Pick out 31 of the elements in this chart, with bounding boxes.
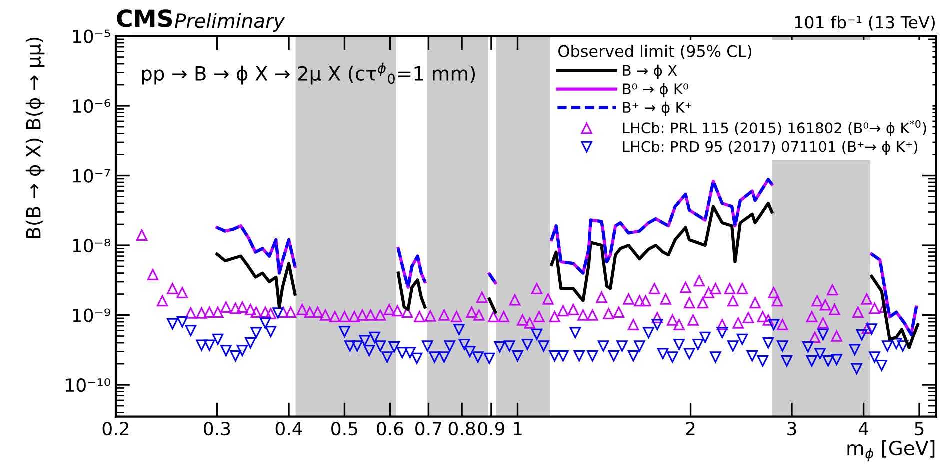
chart-subtitle: Preliminary [174, 13, 286, 32]
legend-label: B⁰ → ϕ K⁰ [623, 83, 688, 98]
x-tick-label: 0.7 [416, 422, 442, 436]
x-tick-label: 0.8 [448, 422, 476, 436]
y-tick-label: 10⁻⁵ [73, 30, 110, 44]
y-tick-label: 10⁻⁹ [73, 308, 110, 322]
x-tick-label: 5 [915, 422, 924, 436]
x-tick-label: 1 [514, 422, 522, 436]
x-tick-label: 3 [788, 422, 796, 436]
x-tick-label: 0.6 [377, 422, 404, 436]
legend-label: LHCb: PRL 115 (2015) 161802 (B⁰→ ϕ K$^{*0}$) [623, 120, 926, 137]
x-tick-label: 0.2 [102, 422, 129, 436]
legend-label: B → ϕ X [623, 64, 678, 79]
legend-label: LHCb: PRD 95 (2017) 071101 (B⁺→ ϕ K⁺) [623, 141, 918, 156]
x-tick-label: 0.5 [332, 422, 358, 436]
x-tick-label: 0.3 [204, 422, 230, 436]
chart-title: CMS [117, 10, 172, 28]
y-axis-title: B(B → ϕ X) B(ϕ → μμ) [26, 38, 45, 238]
y-tick-label: 10⁻⁸ [73, 238, 110, 253]
y-tick-label: 10⁻⁶ [73, 99, 111, 114]
y-tick-label: 10⁻¹⁰ [66, 378, 110, 392]
text: 101 fb⁻¹ (13 TeV) [795, 16, 935, 31]
annotation: pp → B → ϕ X → 2μ X (cτ$^{ϕ}$$_{0}$=1 mm) [142, 62, 476, 85]
legend-label: B⁺ → ϕ K⁺ [623, 102, 692, 116]
x-tick-label: 2 [686, 422, 695, 436]
x-tick-label: 0.9 [478, 422, 505, 436]
x-axis-title: m$_{ϕ}$ [GeV] [848, 440, 935, 462]
x-tick-label: 4 [858, 422, 869, 436]
legend-title: Observed limit (95% CL) [558, 45, 752, 60]
x-tick-label: 0.4 [276, 422, 302, 436]
y-tick-label: 10⁻⁷ [73, 169, 110, 183]
